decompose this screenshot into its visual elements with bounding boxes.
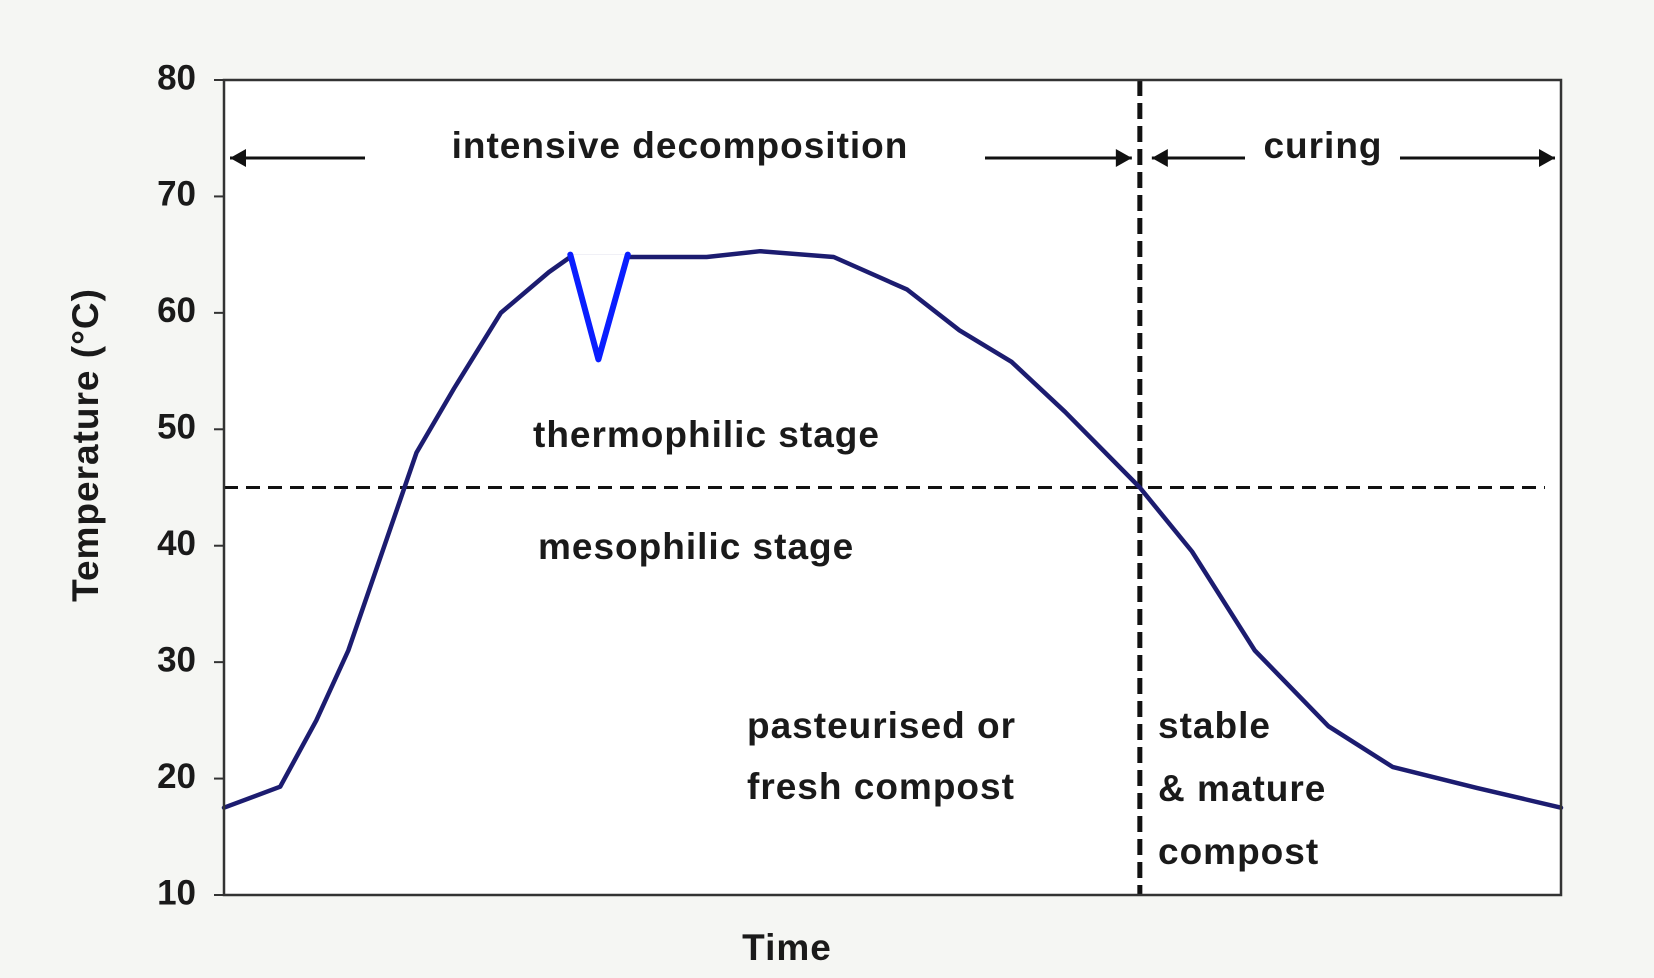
line bbox=[567, 251, 631, 363]
y-tick-label: 20 bbox=[157, 757, 196, 796]
arrow-head bbox=[1115, 149, 1132, 167]
y-tick-label: 50 bbox=[157, 408, 196, 447]
y-tick-label: 60 bbox=[157, 291, 196, 330]
annotation: pasteurised or bbox=[747, 705, 1016, 746]
annotation: intensive decomposition bbox=[452, 125, 909, 166]
plot-frame bbox=[222, 78, 1563, 897]
dip-fill bbox=[570, 254, 628, 360]
arrow-head bbox=[1151, 149, 1168, 167]
annotation: fresh compost bbox=[747, 766, 1015, 807]
annotation: stable bbox=[1158, 705, 1271, 746]
y-tick-label: 10 bbox=[157, 873, 196, 912]
y-axis-label: Temperature (°C) bbox=[65, 288, 106, 602]
y-tick-label: 30 bbox=[157, 640, 196, 679]
annotation: thermophilic stage bbox=[533, 414, 880, 455]
arrow-head bbox=[1539, 149, 1555, 167]
y-tick-label: 40 bbox=[157, 524, 196, 563]
annotation: & mature bbox=[1158, 768, 1326, 809]
annotation: mesophilic stage bbox=[538, 526, 854, 567]
annotation: compost bbox=[1158, 831, 1319, 872]
y-tick-label: 80 bbox=[157, 58, 196, 97]
x-axis-label: Time bbox=[742, 927, 832, 968]
annotation: curing bbox=[1263, 125, 1382, 166]
line bbox=[221, 248, 1564, 810]
y-tick-label: 70 bbox=[157, 175, 196, 214]
arrow-head bbox=[230, 149, 246, 167]
